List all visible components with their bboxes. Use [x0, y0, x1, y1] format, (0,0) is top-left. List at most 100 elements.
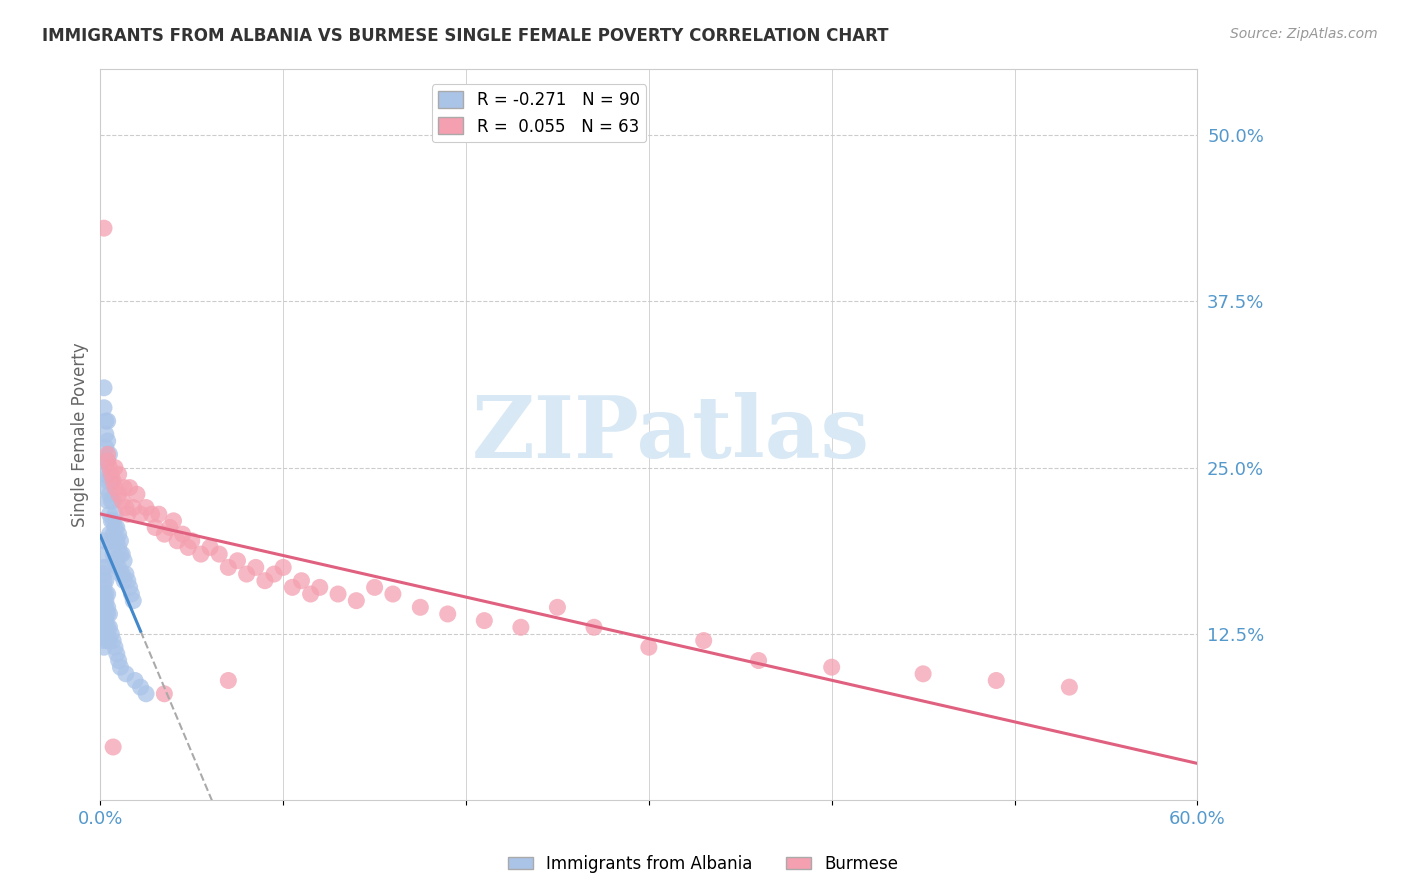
Point: [93, 574, 115, 588]
Point: [93, 580, 115, 594]
Point: [409, 600, 432, 615]
Point: [97, 600, 120, 615]
Point: [93, 633, 115, 648]
Point: [98, 487, 121, 501]
Point: [129, 680, 152, 694]
Point: [115, 666, 138, 681]
Point: [326, 587, 349, 601]
Point: [101, 633, 124, 648]
Point: [115, 500, 138, 515]
Point: [245, 560, 267, 574]
Point: [94, 467, 117, 482]
Point: [104, 481, 127, 495]
Point: [98, 607, 121, 621]
Point: [637, 640, 659, 655]
Point: [93, 587, 115, 601]
Point: [93, 640, 115, 655]
Point: [107, 527, 129, 541]
Point: [97, 607, 120, 621]
Text: Source: ZipAtlas.com: Source: ZipAtlas.com: [1230, 27, 1378, 41]
Point: [105, 533, 128, 548]
Point: [112, 481, 135, 495]
Point: [101, 494, 124, 508]
Point: [198, 541, 221, 555]
Point: [135, 500, 157, 515]
Point: [93, 381, 115, 395]
Point: [125, 487, 148, 501]
Legend: Immigrants from Albania, Burmese: Immigrants from Albania, Burmese: [501, 848, 905, 880]
Point: [1059, 680, 1081, 694]
Point: [105, 554, 128, 568]
Point: [271, 560, 294, 574]
Point: [253, 574, 276, 588]
Point: [344, 593, 367, 607]
Point: [98, 527, 121, 541]
Point: [110, 533, 132, 548]
Point: [112, 554, 135, 568]
Point: [93, 600, 115, 615]
Point: [166, 533, 188, 548]
Point: [472, 614, 495, 628]
Point: [986, 673, 1008, 688]
Point: [104, 640, 127, 655]
Point: [93, 221, 115, 235]
Point: [101, 739, 124, 754]
Point: [118, 580, 141, 594]
Point: [381, 587, 404, 601]
Text: ZIPatlas: ZIPatlas: [472, 392, 870, 476]
Point: [97, 454, 120, 468]
Point: [97, 633, 120, 648]
Point: [98, 507, 121, 521]
Point: [100, 627, 122, 641]
Point: [111, 494, 134, 508]
Point: [104, 533, 127, 548]
Point: [110, 547, 132, 561]
Point: [235, 567, 257, 582]
Point: [821, 660, 844, 674]
Point: [93, 401, 115, 415]
Point: [101, 474, 124, 488]
Point: [97, 587, 120, 601]
Point: [748, 654, 770, 668]
Point: [110, 660, 132, 674]
Point: [101, 527, 124, 541]
Point: [97, 447, 120, 461]
Point: [135, 687, 157, 701]
Point: [100, 474, 122, 488]
Point: [98, 620, 121, 634]
Point: [153, 687, 176, 701]
Legend: R = -0.271   N = 90, R =  0.055   N = 63: R = -0.271 N = 90, R = 0.055 N = 63: [432, 84, 647, 142]
Point: [97, 434, 120, 448]
Point: [263, 567, 285, 582]
Point: [208, 547, 231, 561]
Point: [93, 620, 115, 634]
Point: [153, 527, 176, 541]
Point: [159, 520, 181, 534]
Point: [111, 547, 134, 561]
Point: [104, 520, 127, 534]
Point: [93, 567, 115, 582]
Point: [107, 467, 129, 482]
Point: [97, 620, 120, 634]
Point: [93, 627, 115, 641]
Point: [98, 633, 121, 648]
Point: [94, 454, 117, 468]
Point: [912, 666, 935, 681]
Point: [115, 567, 138, 582]
Point: [94, 593, 117, 607]
Point: [94, 620, 117, 634]
Point: [98, 467, 121, 482]
Point: [94, 560, 117, 574]
Point: [101, 547, 124, 561]
Point: [94, 600, 117, 615]
Point: [94, 614, 117, 628]
Point: [94, 481, 117, 495]
Point: [93, 593, 115, 607]
Point: [107, 541, 129, 555]
Point: [117, 574, 139, 588]
Point: [111, 567, 134, 582]
Point: [94, 427, 117, 442]
Point: [509, 620, 531, 634]
Point: [94, 574, 117, 588]
Point: [226, 554, 249, 568]
